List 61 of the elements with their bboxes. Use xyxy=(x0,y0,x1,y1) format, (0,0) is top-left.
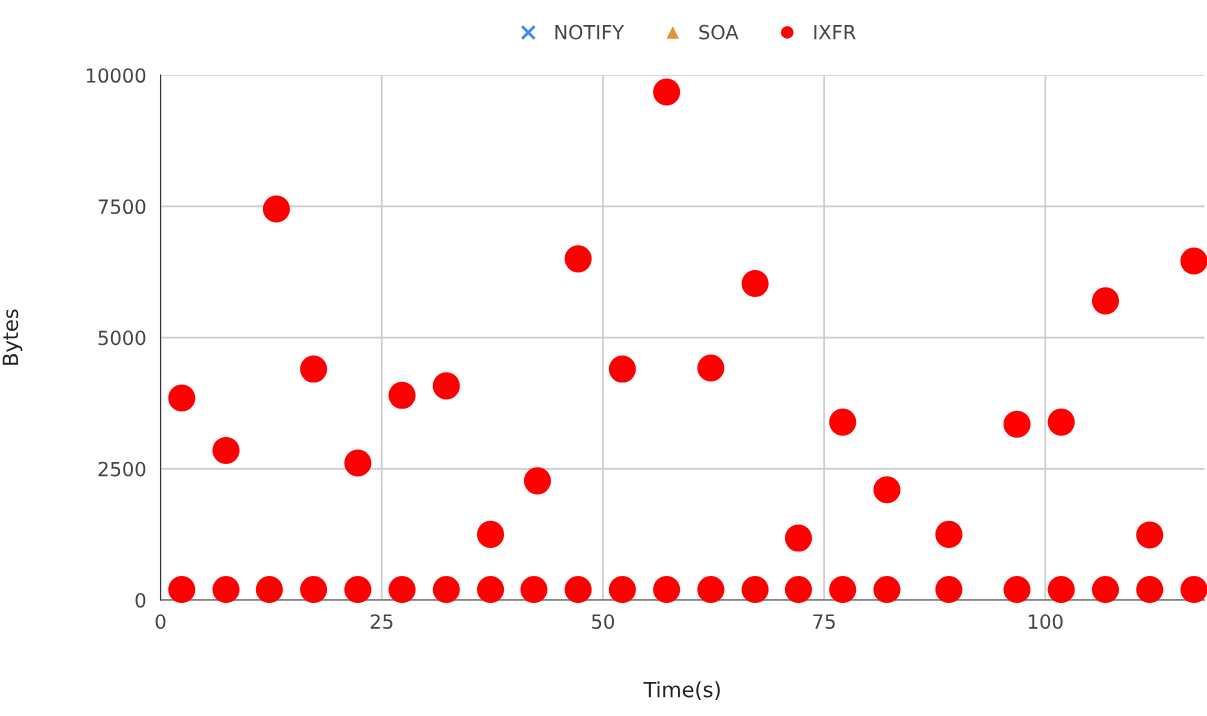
point xyxy=(741,575,769,604)
point xyxy=(829,575,857,604)
x-tick-label: 75 xyxy=(813,614,835,629)
point xyxy=(388,381,416,409)
point xyxy=(1003,410,1031,438)
point xyxy=(477,575,505,604)
point xyxy=(1136,575,1164,604)
point xyxy=(829,408,857,436)
x-tick-label: 0 xyxy=(155,614,166,629)
point xyxy=(1091,575,1120,604)
point xyxy=(1180,575,1207,604)
point xyxy=(1091,287,1120,315)
x-tick-label: 100 xyxy=(1028,614,1063,629)
y-axis-title: Bytes xyxy=(2,309,23,365)
point xyxy=(388,575,416,604)
y-tick-label: 7500 xyxy=(98,199,146,215)
point xyxy=(935,575,963,604)
point xyxy=(873,476,901,504)
x-tick-label: 50 xyxy=(592,614,615,629)
x-tick-label: 25 xyxy=(370,614,393,629)
point xyxy=(564,575,592,604)
point xyxy=(1180,247,1207,275)
point xyxy=(1047,408,1075,436)
point xyxy=(523,467,551,495)
point xyxy=(344,575,372,604)
point xyxy=(300,355,328,383)
x-axis-title: Time(s) xyxy=(643,681,720,700)
point xyxy=(300,575,328,604)
point xyxy=(520,575,548,604)
legend-label: SOA xyxy=(699,24,739,40)
point xyxy=(432,372,460,400)
legend-label: NOTIFY xyxy=(555,24,625,40)
point xyxy=(1047,575,1075,604)
y-tick-label: 0 xyxy=(135,592,146,608)
point xyxy=(784,524,812,552)
legend-label: IXFR xyxy=(814,25,856,40)
point xyxy=(344,449,372,477)
point xyxy=(653,575,681,604)
point xyxy=(212,575,240,604)
point xyxy=(255,575,283,604)
y-tick-label: 5000 xyxy=(98,330,146,346)
y-tick-label: 2500 xyxy=(98,461,146,477)
point xyxy=(697,575,725,604)
point xyxy=(608,575,636,604)
point xyxy=(477,520,505,548)
point xyxy=(212,436,240,464)
point xyxy=(935,520,963,548)
point xyxy=(653,78,681,106)
point xyxy=(262,195,290,223)
point xyxy=(1003,575,1031,604)
point xyxy=(168,575,196,604)
point xyxy=(432,575,460,604)
point xyxy=(697,354,725,382)
y-tick-label: 10000 xyxy=(86,68,146,83)
point xyxy=(784,575,812,604)
point xyxy=(564,245,592,273)
point xyxy=(741,270,769,298)
point xyxy=(1136,521,1164,549)
point xyxy=(873,575,901,604)
point xyxy=(608,355,636,383)
point xyxy=(168,384,196,412)
